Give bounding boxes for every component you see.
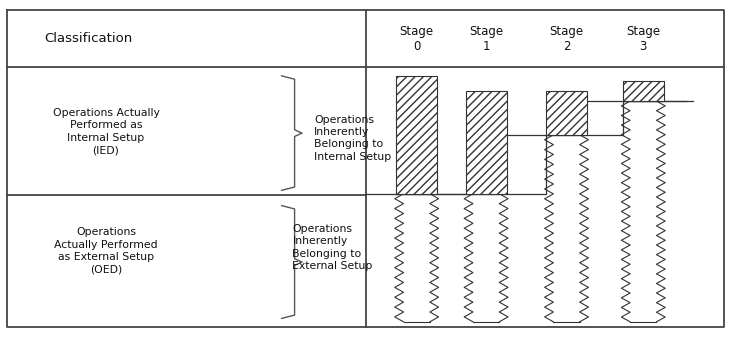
Bar (396, 76, 437, 194)
Text: Stage
2: Stage 2 (550, 25, 583, 53)
Bar (466, 91, 507, 194)
Text: Operations Actually
Performed as
Internal Setup
(IED): Operations Actually Performed as Interna… (53, 108, 159, 155)
Bar (546, 91, 587, 135)
Text: Stage
0: Stage 0 (400, 25, 433, 53)
Text: Classification: Classification (44, 32, 132, 45)
Text: Stage
1: Stage 1 (469, 25, 503, 53)
Text: Operations
Inherently
Belonging to
Internal Setup: Operations Inherently Belonging to Inter… (314, 115, 392, 162)
Text: Operations
Inherently
Belonging to
External Setup: Operations Inherently Belonging to Exter… (292, 224, 373, 271)
Bar (623, 81, 664, 101)
Text: Operations
Actually Performed
as External Setup
(OED): Operations Actually Performed as Externa… (54, 227, 158, 275)
Text: Stage
3: Stage 3 (626, 25, 660, 53)
